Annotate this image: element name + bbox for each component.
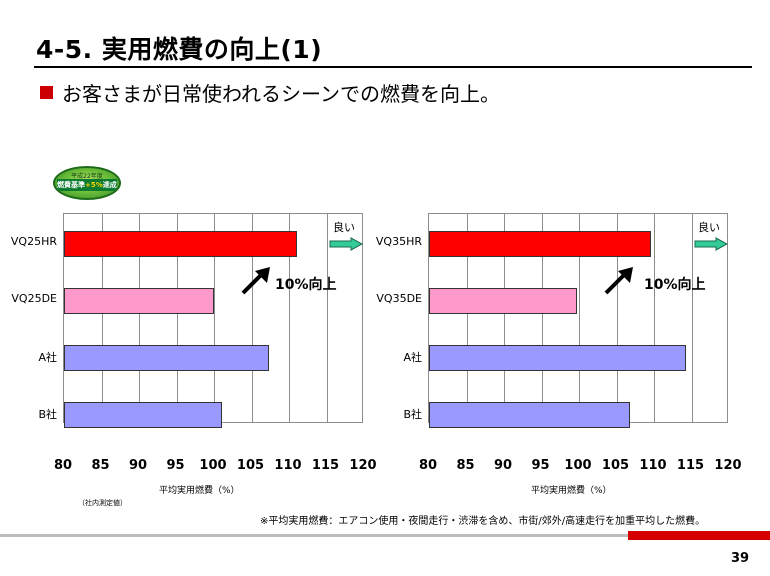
slide-subtitle: お客さまが日常使われるシーンでの燃費を向上。: [62, 82, 500, 106]
bar: [64, 231, 297, 257]
badge-main-pre: 燃費基準: [57, 181, 85, 189]
good-direction-arrow-icon: [694, 237, 728, 251]
x-tick-label: 120: [349, 458, 377, 473]
bar: [64, 345, 269, 371]
measurement-note: （社内測定値）: [78, 499, 127, 507]
bar: [429, 231, 651, 257]
gridline: [176, 214, 178, 422]
x-tick-label: 80: [53, 458, 73, 473]
x-axis-label: 平均実用燃費（%）: [159, 486, 240, 496]
gridline: [579, 214, 580, 422]
category-label: VQ35DE: [376, 292, 422, 305]
bar: [429, 288, 577, 314]
footer-red-bar: [628, 531, 770, 540]
gridline: [466, 214, 468, 422]
gridline: [691, 214, 693, 422]
improvement-arrow-icon: [241, 267, 270, 295]
page-number: 39: [731, 551, 750, 566]
category-label: A社: [403, 351, 422, 364]
x-tick-label: 120: [714, 458, 742, 473]
x-tick-label: 90: [128, 458, 148, 473]
x-tick-label: 115: [311, 458, 340, 473]
bar: [64, 288, 214, 314]
improvement-arrow-icon: [604, 267, 633, 295]
gridline: [654, 214, 655, 422]
improvement-label: 10%向上: [275, 277, 337, 293]
x-tick-label: 110: [274, 458, 302, 473]
footnote: ※平均実用燃費：エアコン使用・夜間走行・渋滞を含め、市街/郊外/高速走行を加重平…: [260, 516, 706, 527]
category-label: A社: [38, 351, 57, 364]
plot-area: [63, 213, 363, 428]
x-tick-label: 100: [199, 458, 227, 473]
gridline: [541, 214, 543, 422]
x-tick-label: 105: [236, 458, 265, 473]
category-label: B社: [403, 408, 422, 421]
good-direction-label: 良い: [698, 221, 720, 234]
good-direction-arrow-icon: [329, 237, 363, 251]
plot-area: [428, 213, 728, 428]
fuel-economy-badge-logo: 平成22年度 燃費基準+5%達成車: [53, 166, 121, 200]
gridline: [251, 214, 253, 422]
gridline: [289, 214, 290, 422]
improvement-label: 10%向上: [644, 277, 706, 293]
x-tick-label: 85: [456, 458, 475, 473]
x-tick-label: 100: [564, 458, 592, 473]
gridline: [504, 214, 505, 422]
footer-grey-line: [0, 534, 628, 537]
gridline: [616, 214, 618, 422]
x-tick-label: 115: [676, 458, 705, 473]
title-underline: [34, 66, 752, 68]
badge-top-text: 平成22年度: [71, 173, 103, 180]
x-tick-label: 90: [493, 458, 513, 473]
category-label: VQ25HR: [10, 235, 57, 248]
x-tick-label: 105: [601, 458, 630, 473]
good-direction-label: 良い: [333, 221, 355, 234]
bullet-square-icon: [40, 86, 53, 99]
badge-main-text: 燃費基準+5%達成車: [57, 179, 117, 191]
x-tick-label: 85: [91, 458, 110, 473]
x-tick-label: 80: [418, 458, 438, 473]
gridline: [326, 214, 328, 422]
category-label: VQ25DE: [11, 292, 57, 305]
x-axis-label: 平均実用燃費（%）: [531, 486, 612, 496]
gridline: [101, 214, 103, 422]
x-tick-label: 95: [531, 458, 550, 473]
bar: [429, 402, 630, 428]
x-tick-label: 95: [166, 458, 185, 473]
badge-main-highlight: +5%: [85, 181, 103, 189]
bar: [64, 402, 223, 428]
x-tick-label: 110: [639, 458, 667, 473]
slide-title: 4-5. 実用燃費の向上(1): [36, 35, 323, 64]
bar: [429, 345, 686, 371]
category-label: B社: [38, 408, 57, 421]
badge-main-post: 達成車: [102, 181, 117, 189]
gridline: [139, 214, 140, 422]
category-label: VQ35HR: [375, 235, 422, 248]
gridline: [214, 214, 215, 422]
